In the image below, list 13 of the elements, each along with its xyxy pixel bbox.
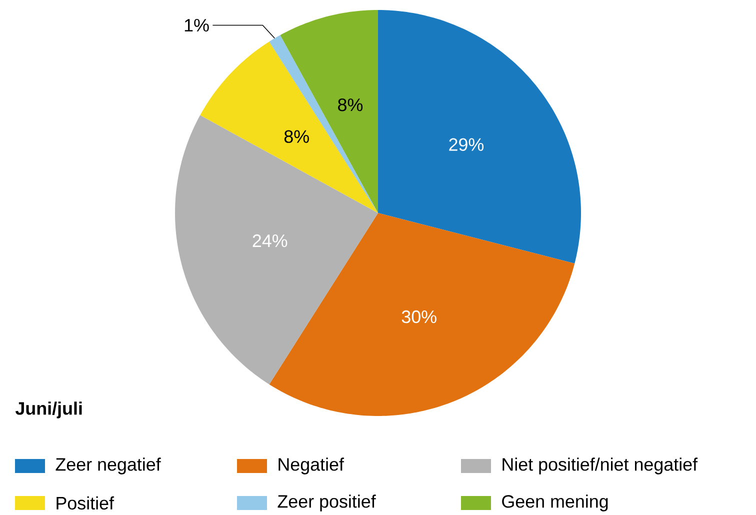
data-label: 30% — [402, 310, 436, 324]
legend-label: Geen mening — [502, 494, 608, 512]
legend-label: Negatief — [278, 458, 344, 474]
legend-title: Juni/juli — [15, 402, 82, 418]
data-label: 8% — [338, 98, 363, 112]
data-label: 8% — [284, 130, 309, 143]
legend-label: Zeer negatief — [56, 458, 161, 474]
legend-label: Zeer positief — [278, 494, 376, 512]
data-label: 1% — [184, 18, 209, 32]
data-label: 29% — [449, 138, 484, 151]
data-label: 24% — [252, 234, 288, 248]
legend-label: Niet positief/niet negatief — [502, 458, 698, 474]
legend-label: Positief — [56, 496, 114, 510]
